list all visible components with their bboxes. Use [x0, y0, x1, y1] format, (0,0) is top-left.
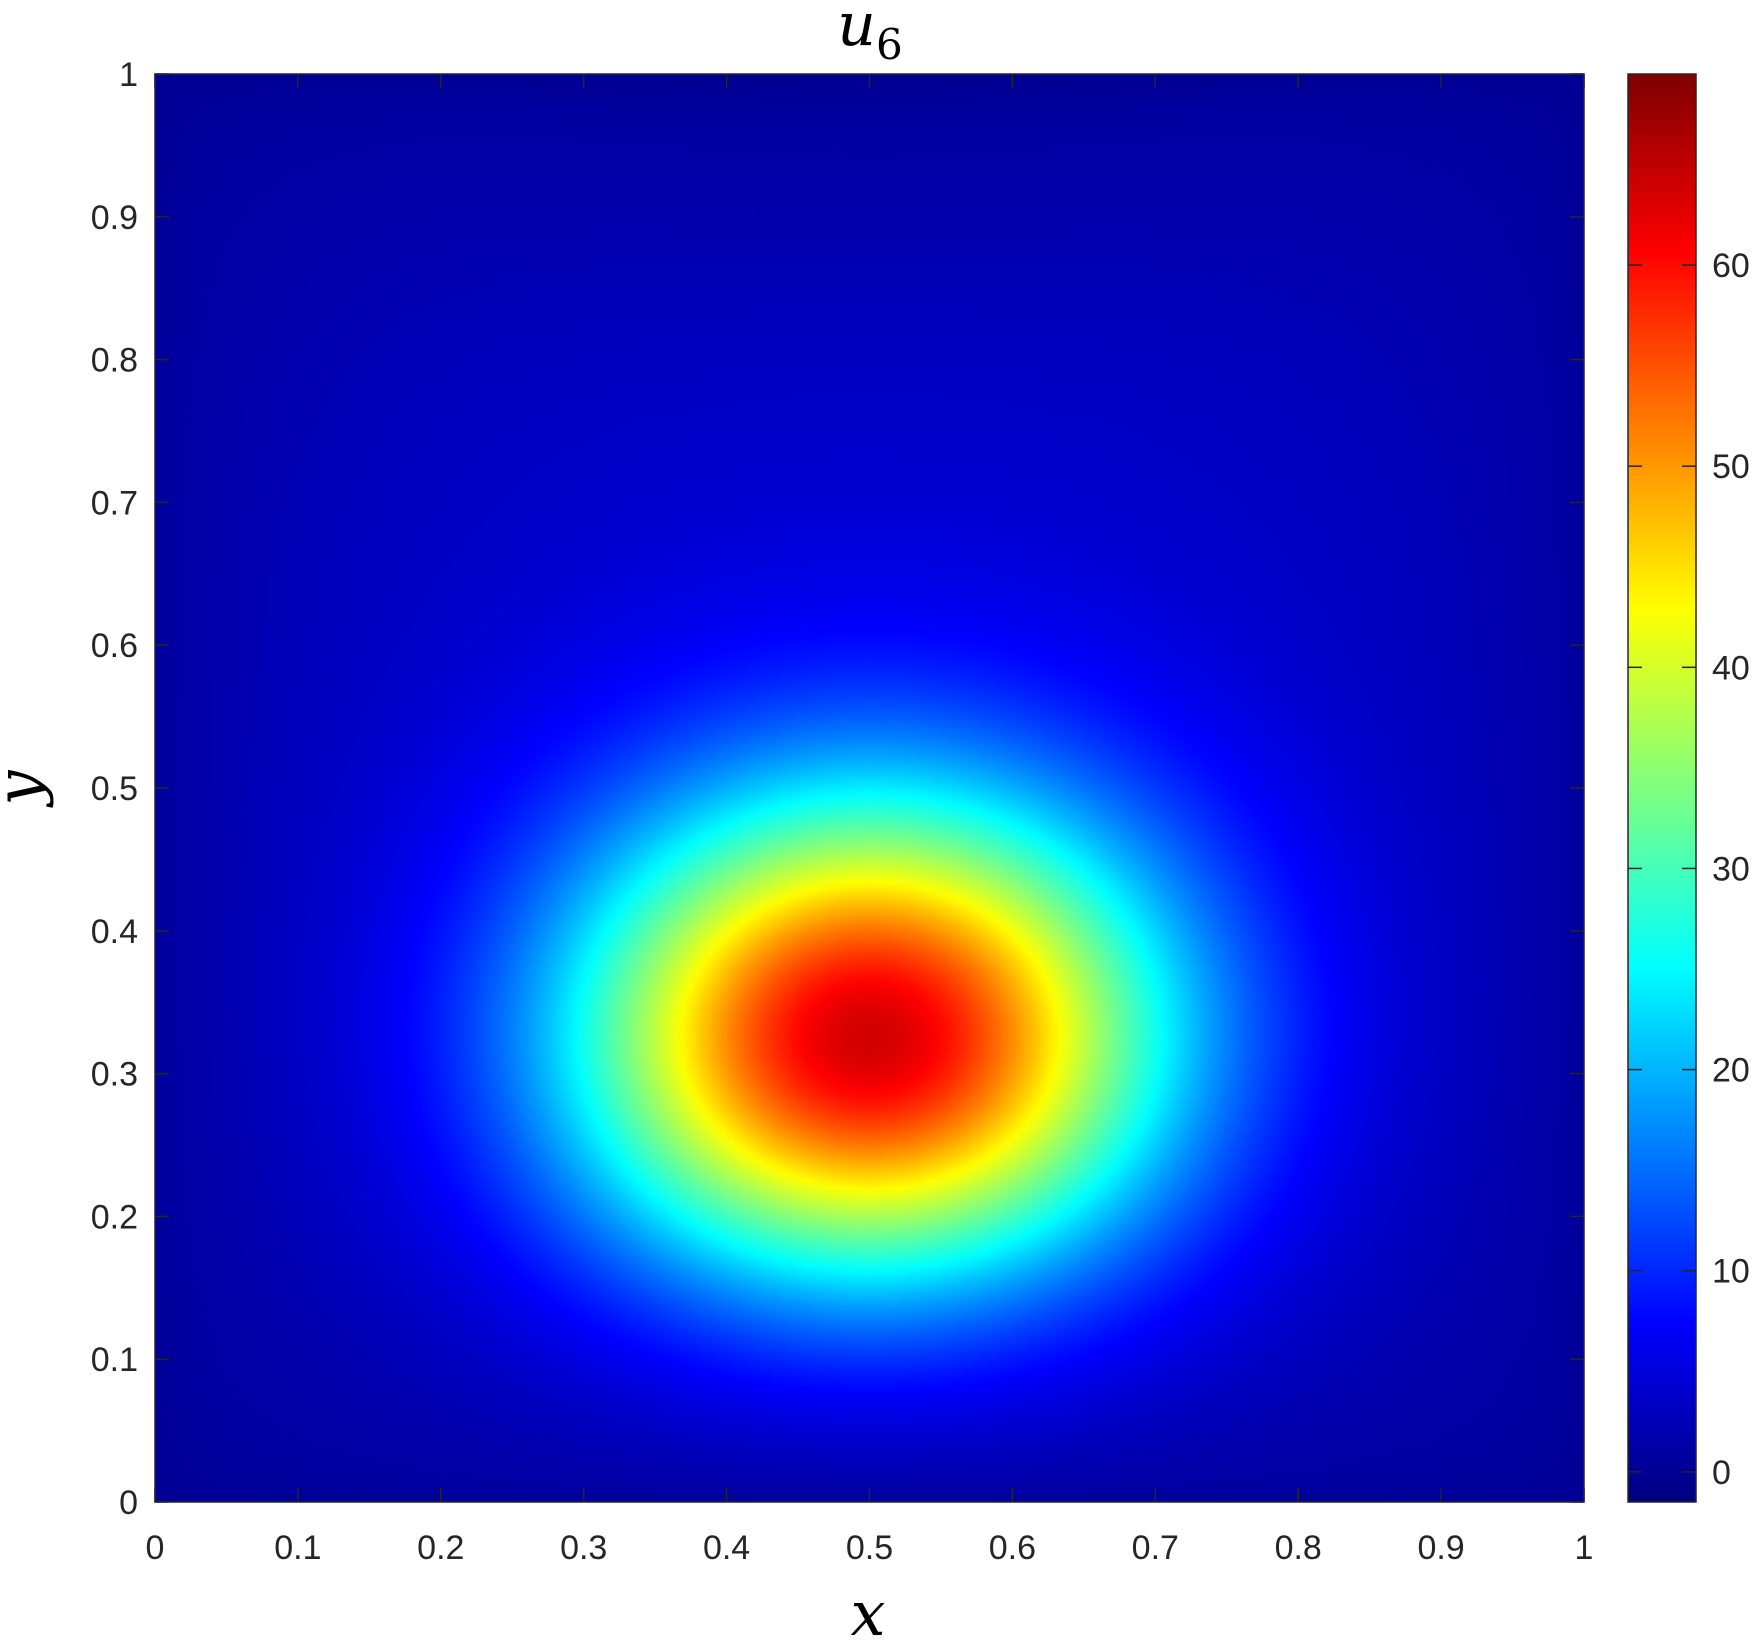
- colorbar-tick-label: 0: [1712, 1454, 1731, 1492]
- colorbar-ticks: 0 10 20 30 40 50 60: [1628, 247, 1750, 1492]
- colorbar-tick-label: 20: [1712, 1052, 1750, 1090]
- y-tick-label: 0.2: [91, 1198, 138, 1236]
- y-tick-label: 0.4: [91, 913, 138, 951]
- x-axis-label: x: [851, 1577, 886, 1643]
- x-tick-label: 1: [1575, 1529, 1594, 1567]
- y-tick-label: 0.3: [91, 1056, 138, 1094]
- y-axis-label: y: [0, 770, 55, 809]
- y-tick-label: 0.8: [91, 342, 138, 380]
- x-axis: 0 0.1 0.2 0.3 0.4 0.5 0.6 0.7 0.8 0.9 1: [146, 74, 1594, 1567]
- colorbar-tick-label: 50: [1712, 448, 1750, 486]
- heatmap-field: [155, 74, 1584, 1502]
- y-axis: 0 0.1 0.2 0.3 0.4 0.5 0.6 0.7 0.8 0.9 1: [91, 56, 1584, 1522]
- y-tick-label: 0.5: [91, 770, 138, 808]
- x-tick-label: 0.2: [417, 1529, 464, 1567]
- x-tick-label: 0.6: [989, 1529, 1036, 1567]
- x-tick-label: 0.5: [846, 1529, 893, 1567]
- x-tick-label: 0.9: [1417, 1529, 1464, 1567]
- chart-title-main: u: [837, 0, 876, 60]
- y-tick-label: 0.1: [91, 1341, 138, 1379]
- y-tick-label: 0.6: [91, 627, 138, 665]
- colorbar-tick-label: 60: [1712, 247, 1750, 285]
- y-tick-label: 0.9: [91, 199, 138, 237]
- colorbar-tick-label: 10: [1712, 1253, 1750, 1291]
- x-tick-label: 0.7: [1132, 1529, 1179, 1567]
- x-tick-label: 0.3: [560, 1529, 607, 1567]
- x-tick-label: 0: [146, 1529, 165, 1567]
- colorbar-tick-label: 30: [1712, 850, 1750, 888]
- y-tick-label: 1: [119, 56, 138, 94]
- plot-area: [154, 73, 1585, 1503]
- y-tick-label: 0.7: [91, 484, 138, 522]
- colorbar-gradient: [1628, 74, 1696, 1502]
- colorbar-frame: [1627, 73, 1697, 1503]
- colorbar: 0 10 20 30 40 50 60: [1627, 73, 1750, 1503]
- chart-title-subscript: 6: [876, 20, 903, 69]
- x-tick-label: 0.8: [1275, 1529, 1322, 1567]
- colorbar-tick-label: 40: [1712, 649, 1750, 687]
- y-tick-label: 0: [119, 1484, 138, 1522]
- x-tick-label: 0.1: [274, 1529, 321, 1567]
- x-tick-label: 0.4: [703, 1529, 750, 1567]
- chart-title: u6: [837, 0, 902, 69]
